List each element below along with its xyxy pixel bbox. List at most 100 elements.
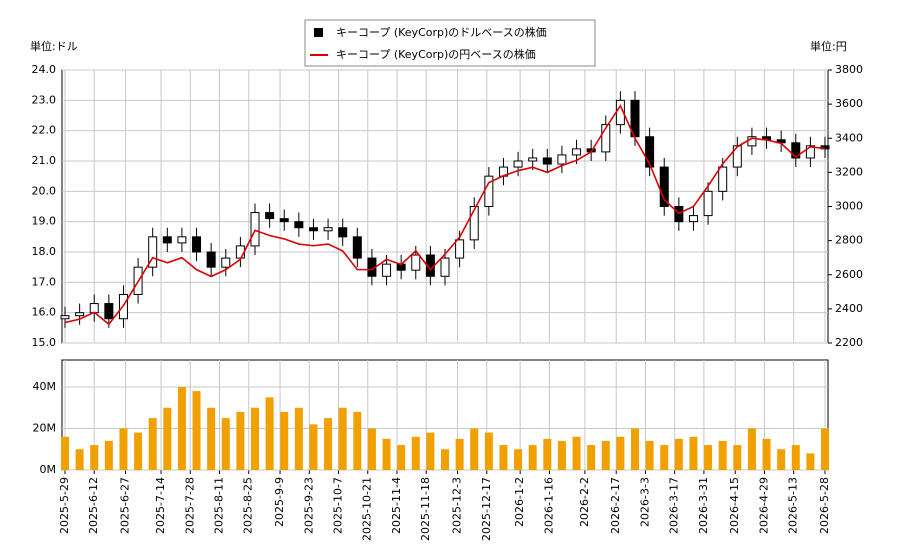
x-tick-label: 2025-12-3 — [451, 477, 464, 534]
x-tick-label: 2025-7-28 — [183, 477, 196, 534]
volume-bar — [148, 418, 157, 470]
y-tick-label: 19.0 — [32, 215, 57, 228]
volume-bar — [470, 428, 479, 470]
candle-body — [192, 236, 202, 253]
candle-body — [732, 145, 742, 168]
candle-body — [601, 124, 611, 153]
volume-bar — [265, 397, 274, 470]
y2-tick-label: 2200 — [835, 336, 863, 349]
volume-bar — [251, 407, 259, 470]
x-tick-label: 2025-9-23 — [302, 477, 315, 534]
candle-body — [645, 136, 655, 168]
candle-body — [60, 315, 70, 320]
volume-bar — [733, 445, 742, 470]
candle-body — [265, 212, 275, 220]
x-tick-label: 2026-5-13 — [787, 477, 800, 534]
volume-bar — [543, 438, 552, 470]
volume-bar — [426, 432, 435, 470]
volume-bar — [280, 411, 289, 470]
volume-bar — [777, 449, 786, 470]
y-tick-label: 17.0 — [32, 275, 57, 288]
candle-body — [250, 212, 260, 247]
volume-bar — [616, 436, 625, 470]
y2-unit: 単位:円 — [810, 39, 847, 53]
candle-body — [411, 254, 421, 271]
volume-bar — [236, 411, 245, 470]
volume-bar — [411, 436, 420, 470]
x-tick-label: 2025-12-17 — [480, 477, 493, 541]
candle-body — [206, 251, 216, 268]
volume-bar — [718, 440, 727, 470]
candle-body — [382, 263, 392, 277]
y-tick-label: 21.0 — [32, 154, 57, 167]
candle-body — [104, 303, 114, 320]
x-tick-label: 2026-4-15 — [728, 477, 741, 534]
candle-body — [352, 236, 362, 259]
volume-bar — [207, 407, 216, 470]
y2-tick-label: 2800 — [835, 234, 863, 247]
candle-body — [469, 206, 479, 241]
volume-bar — [791, 445, 800, 470]
x-tick-label: 2026-1-16 — [542, 477, 555, 534]
legend-swatch — [314, 28, 323, 37]
legend-box — [304, 19, 596, 67]
y2-tick-label: 2400 — [835, 302, 863, 315]
candle-body — [455, 239, 465, 259]
x-tick-label: 2025-5-29 — [58, 477, 71, 534]
volume-bar — [75, 449, 84, 470]
x-tick-label: 2025-10-7 — [332, 477, 345, 534]
y-tick-label: 24.0 — [32, 63, 57, 76]
volume-bar — [397, 445, 406, 470]
volume-bar — [499, 445, 508, 470]
y-tick-label: 23.0 — [32, 93, 57, 106]
volume-bar — [484, 432, 493, 470]
x-tick-label: 2026-3-31 — [697, 477, 710, 534]
candle-body — [75, 312, 85, 317]
volume-bar — [90, 445, 99, 470]
x-tick-label: 2026-1-2 — [513, 477, 526, 527]
volume-bar — [221, 418, 230, 470]
volume-bar — [806, 453, 815, 470]
candle-body — [513, 160, 523, 168]
price-frame — [61, 69, 829, 344]
x-tick-label: 2025-7-14 — [154, 477, 167, 534]
volume-bar — [631, 428, 639, 470]
volume-bar — [587, 445, 596, 470]
candle-body — [542, 157, 552, 165]
candle-body — [440, 257, 450, 277]
volume-bar — [163, 407, 172, 470]
candle-body — [688, 215, 698, 223]
x-tick-label: 2026-3-3 — [638, 477, 651, 527]
y-tick-label: 40M — [33, 380, 57, 393]
y2-tick-label: 3800 — [835, 63, 863, 76]
x-tick-label: 2025-10-21 — [361, 477, 374, 541]
volume-bar — [601, 440, 610, 470]
volume-bar — [514, 449, 523, 470]
volume-bar — [367, 428, 376, 470]
volume-bar — [119, 428, 128, 470]
volume-bar — [177, 386, 186, 470]
volume-bar — [353, 411, 362, 470]
candle-body — [557, 154, 567, 165]
y-tick-label: 16.0 — [32, 306, 57, 319]
x-tick-label: 2026-2-2 — [578, 477, 591, 527]
legend-label: キーコープ (KeyCorp)のドルベースの株価 — [336, 25, 547, 39]
volume-bar — [324, 418, 333, 470]
x-tick-label: 2025-9-9 — [273, 477, 286, 527]
x-tick-label: 2025-6-27 — [119, 477, 132, 534]
y-tick-label: 18.0 — [32, 245, 57, 258]
volume-bar — [645, 440, 654, 470]
candle-body — [235, 245, 245, 259]
candle-body — [177, 236, 187, 244]
candle-body — [221, 257, 231, 268]
volume-bar — [441, 449, 449, 470]
volume-bar — [660, 445, 669, 470]
y2-tick-label: 3600 — [835, 97, 863, 110]
y-tick-label: 20.0 — [32, 184, 57, 197]
volume-bar — [572, 436, 581, 470]
volume-bar — [382, 438, 391, 470]
x-tick-label: 2025-8-11 — [213, 477, 226, 534]
volume-bar — [294, 407, 303, 470]
